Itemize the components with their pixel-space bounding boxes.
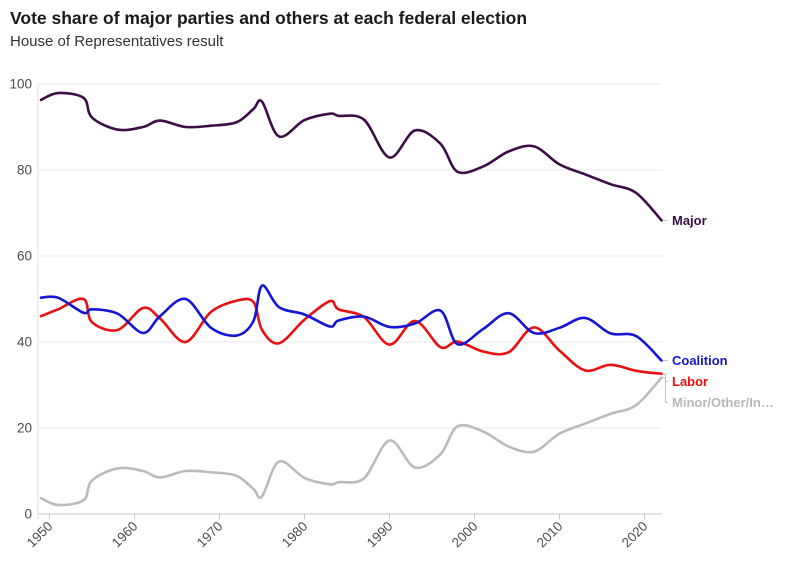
- y-axis-label: 0: [24, 507, 32, 522]
- x-axis-label: 1970: [194, 519, 226, 551]
- x-axis-label: 1980: [279, 519, 311, 551]
- y-axis-label: 80: [17, 163, 32, 178]
- series-label-major: Major: [672, 213, 707, 228]
- x-axis-label: 2010: [534, 519, 566, 551]
- series-label-labor: Labor: [672, 374, 708, 389]
- series-label-coalition: Coalition: [672, 353, 728, 368]
- x-axis-label: 1990: [364, 519, 396, 551]
- x-axis-label: 2000: [449, 519, 481, 551]
- chart-title: Vote share of major parties and others a…: [10, 8, 528, 28]
- series-line-coalition: [39, 284, 663, 362]
- series-line-minor: [39, 376, 663, 507]
- y-axis-label: 60: [17, 249, 32, 264]
- series-line-labor: [39, 297, 663, 376]
- series-label-minor: Minor/Other/In…: [672, 395, 774, 410]
- x-axis-label: 1960: [109, 519, 141, 551]
- y-axis-label: 20: [17, 421, 32, 436]
- series-leader-minor: [663, 377, 668, 403]
- series-line-major: [39, 91, 663, 222]
- chart-subtitle: House of Representatives result: [10, 33, 224, 50]
- y-axis-label: 40: [17, 335, 32, 350]
- x-axis-label: 1950: [24, 519, 56, 551]
- y-axis-label: 100: [9, 77, 32, 92]
- x-axis-label: 2020: [619, 519, 651, 551]
